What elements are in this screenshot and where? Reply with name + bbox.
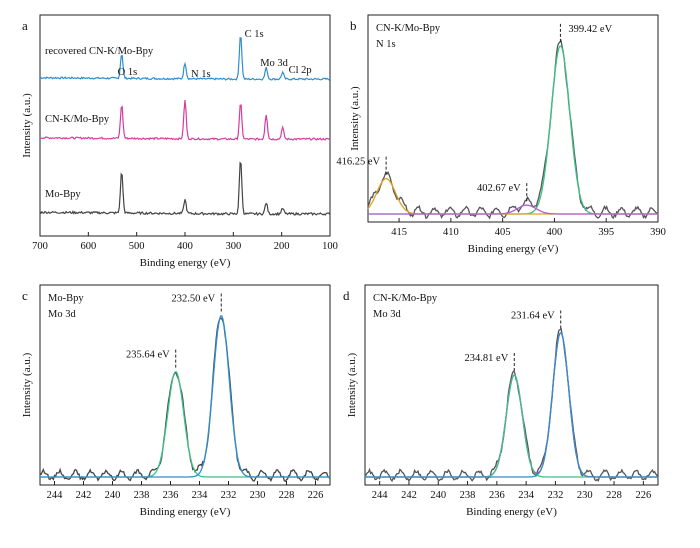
panel-letter: a [22,18,28,33]
x-tick-label: 200 [274,241,290,252]
series-label: Mo-Bpy [45,189,81,200]
peak-label: O 1s [118,67,138,78]
x-tick-label: 242 [401,490,417,501]
y-axis-title: Intensity (a.u.) [21,93,33,158]
y-axis-title: Intensity (a.u.) [21,352,33,417]
x-tick-label: 390 [650,227,666,238]
x-tick-label: 236 [163,490,179,501]
x-tick-label: 400 [177,241,193,252]
panel-letter: b [350,18,357,33]
x-tick-label: 226 [635,490,651,501]
panel-letter: d [343,288,350,303]
panel-d: d 244 242 240 238 236 234 232 230 228 226 Binding e… [343,284,659,518]
panel-title: Mo-Bpy [48,293,84,304]
series-line-2 [365,374,658,478]
series-line-1 [365,331,658,478]
series-line-0 [39,37,331,81]
series-line-1 [40,370,330,478]
x-tick-label: 400 [547,227,563,238]
x-axis-title: Binding energy (eV) [140,506,231,518]
x-tick-label: 395 [598,227,614,238]
x-tick-label: 244 [372,490,389,501]
x-axis-title: Binding energy (eV) [140,257,231,269]
series-label: CN-K/Mo-Bpy [45,114,110,125]
x-tick-label: 238 [134,490,150,501]
series-line-3 [365,331,658,478]
x-tick-label: 236 [489,490,505,501]
x-tick-label: 100 [322,241,338,252]
panel-title: CN-K/Mo-Bpy [373,293,438,304]
x-tick-label: 405 [495,227,511,238]
series-line-2 [40,315,330,478]
plot-frame [364,284,659,486]
panel-letter: c [22,288,28,303]
x-tick-label: 300 [225,241,241,252]
plot-frame [367,14,659,223]
x-tick-label: 238 [460,490,476,501]
peak-label: 399.42 eV [568,24,612,35]
series-line-0 [364,327,659,483]
x-tick-label: 228 [606,490,622,501]
peak-label: 231.64 eV [511,311,555,322]
x-tick-label: 240 [430,490,446,501]
x-tick-label: 244 [47,490,64,501]
panel-subtitle: N 1s [376,39,396,50]
panel-a: a 700 600 500 400 300 200 100 Binding energy (eV… [21,14,338,269]
panel-subtitle: Mo 3d [48,309,76,320]
series-line-0 [367,39,659,220]
x-tick-label: 232 [548,490,564,501]
x-tick-label: 230 [250,490,266,501]
peak-label: Mo 3d [260,58,288,69]
x-tick-label: 228 [279,490,295,501]
x-tick-label: 234 [518,490,535,501]
x-tick-label: 232 [221,490,237,501]
x-tick-label: 240 [105,490,121,501]
series-line-3 [368,204,658,215]
series-label: recovered CN-K/Mo-Bpy [45,46,154,57]
x-tick-label: 226 [308,490,324,501]
series-line-0 [39,317,331,483]
panel-subtitle: Mo 3d [373,309,401,320]
x-tick-label: 415 [391,227,407,238]
peak-label: N 1s [191,69,211,80]
peak-label: 402.67 eV [477,183,521,194]
peak-label: Cl 2p [289,65,312,76]
panel-title: CN-K/Mo-Bpy [376,23,441,34]
peak-label: C 1s [245,29,264,40]
x-axis-title: Binding energy (eV) [468,243,559,255]
x-tick-label: 700 [32,241,48,252]
peak-label: 234.81 eV [465,353,509,364]
x-tick-label: 500 [129,241,145,252]
series-line-1 [39,100,331,141]
peak-label: 416.25 eV [336,157,380,168]
panel-c: c 244 242 240 238 236 234 232 230 228 226 Binding e… [21,284,331,518]
panel-b: b 415 410 405 400 395 390 Binding energy (eV) In… [336,14,666,255]
x-axis-title: Binding energy (eV) [466,506,557,518]
x-tick-label: 242 [76,490,92,501]
y-axis-title: Intensity (a.u.) [349,86,361,151]
x-tick-label: 230 [577,490,593,501]
series-line-2 [39,161,331,217]
x-tick-label: 600 [80,241,96,252]
plot-frame [39,284,331,486]
x-tick-label: 410 [443,227,459,238]
peak-label: 235.64 eV [126,350,170,361]
y-axis-title: Intensity (a.u.) [346,352,358,417]
peak-label: 232.50 eV [172,294,216,305]
x-tick-label: 234 [192,490,209,501]
